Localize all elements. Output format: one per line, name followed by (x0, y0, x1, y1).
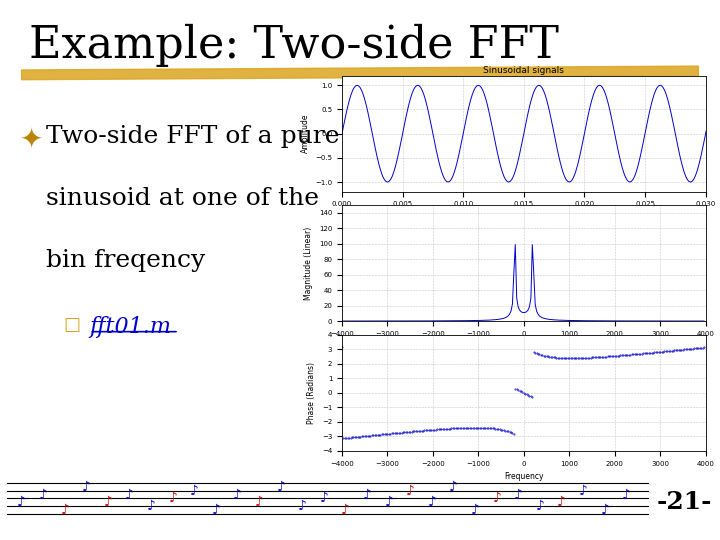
Text: ♪: ♪ (557, 495, 566, 509)
Text: ✦: ✦ (20, 125, 43, 153)
Text: ♪: ♪ (147, 499, 156, 513)
Text: sinusoid at one of the: sinusoid at one of the (46, 187, 320, 210)
Text: bin freqency: bin freqency (46, 249, 206, 272)
Text: ♪: ♪ (255, 495, 264, 509)
Text: ♪: ♪ (104, 495, 112, 509)
Text: ♪: ♪ (233, 488, 242, 502)
Text: ♪: ♪ (428, 495, 436, 509)
X-axis label: Frequency: Frequency (504, 342, 544, 352)
Text: ♪: ♪ (212, 503, 220, 517)
Text: ♪: ♪ (471, 503, 480, 517)
Text: ♪: ♪ (341, 503, 350, 517)
Text: ♪: ♪ (384, 495, 393, 509)
Y-axis label: Amplitude: Amplitude (300, 114, 310, 153)
Text: -21-: -21- (656, 490, 712, 514)
Text: ♪: ♪ (17, 495, 26, 509)
Text: Two-side FFT of a pure: Two-side FFT of a pure (46, 125, 340, 148)
Text: ♪: ♪ (60, 503, 69, 517)
Text: ♪: ♪ (168, 491, 177, 505)
Text: ♪: ♪ (514, 488, 523, 502)
Text: ♪: ♪ (449, 480, 458, 494)
Text: ♪: ♪ (622, 488, 631, 502)
Text: ♪: ♪ (600, 503, 609, 517)
Text: ♪: ♪ (276, 480, 285, 494)
Text: ♪: ♪ (406, 484, 415, 498)
Text: ♪: ♪ (190, 484, 199, 498)
Text: ♪: ♪ (492, 491, 501, 505)
Text: fft01.m: fft01.m (89, 316, 171, 338)
Text: □: □ (63, 316, 80, 334)
Text: ♪: ♪ (298, 499, 307, 513)
Text: Example: Two-side FFT: Example: Two-side FFT (29, 24, 559, 68)
Text: ♪: ♪ (39, 488, 48, 502)
Text: ♪: ♪ (320, 491, 328, 505)
Y-axis label: Phase (Radians): Phase (Radians) (307, 362, 316, 424)
Text: ♪: ♪ (363, 488, 372, 502)
X-axis label: Time (seconds): Time (seconds) (495, 213, 553, 222)
X-axis label: Frequency: Frequency (504, 472, 544, 481)
Text: ♪: ♪ (579, 484, 588, 498)
Text: ♪: ♪ (536, 499, 544, 513)
Title: Sinusoidal signals: Sinusoidal signals (483, 66, 564, 75)
Text: ♪: ♪ (82, 480, 91, 494)
Text: ♪: ♪ (125, 488, 134, 502)
Y-axis label: Magnitude (Linear): Magnitude (Linear) (305, 227, 313, 300)
Polygon shape (22, 66, 698, 80)
